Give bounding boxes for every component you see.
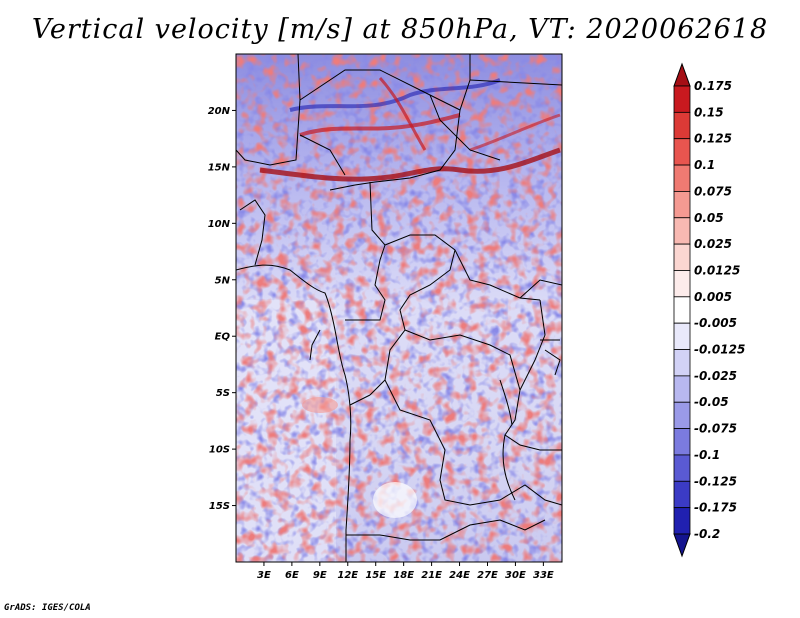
colorbar-label: -0.2: [694, 527, 720, 541]
colorbar-label: -0.005: [694, 316, 737, 330]
colorbar-label: 0.1: [694, 158, 715, 172]
colorbar-label: -0.05: [694, 395, 729, 409]
lat-tick-label: 10S: [209, 445, 230, 456]
colorbar-label: -0.0125: [694, 343, 745, 357]
lat-tick-label: 5S: [216, 388, 230, 399]
colorbar-label: -0.075: [694, 422, 737, 436]
lon-tick-label: 15E: [365, 570, 386, 581]
lon-tick-label: 18E: [393, 570, 414, 581]
colorbar-swatch: [673, 138, 691, 166]
colorbar-swatch: [673, 507, 691, 535]
map-axes: 3E 6E 9E 12E 15E 18E 21E 24E 27E 30E 33E 20N 15N 10N 5…: [208, 106, 554, 581]
colorbar-swatch: [673, 164, 691, 192]
colorbar-swatch: [673, 401, 691, 429]
colorbar-label: -0.125: [694, 474, 737, 488]
colorbar-bottom-arrow: [673, 533, 691, 558]
colorbar-label: -0.025: [694, 369, 737, 383]
map-frame: [235, 53, 563, 563]
grads-credit: GrADS: IGES/COLA: [4, 603, 91, 613]
boundaries: [236, 54, 562, 562]
colorbar-label: 0.0125: [694, 263, 740, 277]
colorbar-label: 0.005: [694, 290, 732, 304]
lat-tick-label: 15S: [209, 501, 230, 512]
lon-tick-label: 33E: [533, 570, 554, 581]
lat-tick-label: 10N: [208, 219, 231, 230]
colorbar-swatch: [673, 480, 691, 509]
colorbar-label: -0.175: [694, 501, 737, 515]
colorbar-label: 0.05: [694, 211, 724, 225]
lon-tick-label: 27E: [477, 570, 498, 581]
colorbar-swatch: [673, 428, 691, 456]
colorbar-label: 0.025: [694, 237, 732, 251]
colorbar-label: 0.075: [694, 184, 732, 198]
colorbar-swatch: [673, 322, 691, 350]
lat-tick-label: 20N: [208, 106, 231, 117]
lon-tick-label: 9E: [313, 570, 327, 581]
colorbar-label: 0.125: [694, 132, 732, 146]
colorbar-swatch: [673, 296, 691, 324]
chart-title: Vertical velocity [m/s] at 850hPa, VT: 2…: [31, 14, 769, 45]
colorbar-swatch: [673, 191, 691, 219]
colorbar-swatch: [673, 454, 691, 482]
lon-tick-label: 30E: [505, 570, 526, 581]
lat-tick-label: 15N: [208, 162, 231, 173]
colorbar-label: -0.1: [694, 448, 720, 462]
colorbar: 0.175 0.15 0.125 0.1 0.075 0.05 0.025 0.0125 0.0…: [673, 62, 745, 558]
colorbar-label: 0.15: [694, 105, 724, 119]
colorbar-swatch: [673, 85, 691, 113]
colorbar-top-arrow: [673, 62, 691, 87]
lon-tick-label: 21E: [421, 570, 442, 581]
lon-tick-label: 12E: [337, 570, 358, 581]
colorbar-swatch: [673, 243, 691, 271]
colorbar-label: 0.175: [694, 79, 732, 93]
lat-tick-label: 5N: [215, 275, 231, 286]
colorbar-swatch: [673, 270, 691, 298]
lon-tick-label: 3E: [257, 570, 271, 581]
colorbar-swatch: [673, 375, 691, 403]
colorbar-swatch: [673, 349, 691, 377]
colorbar-swatch: [673, 111, 691, 140]
velocity-field: [236, 54, 562, 562]
lat-tick-label: EQ: [215, 332, 231, 343]
lon-tick-label: 6E: [285, 570, 299, 581]
colorbar-swatch: [673, 217, 691, 245]
lon-tick-label: 24E: [449, 570, 470, 581]
